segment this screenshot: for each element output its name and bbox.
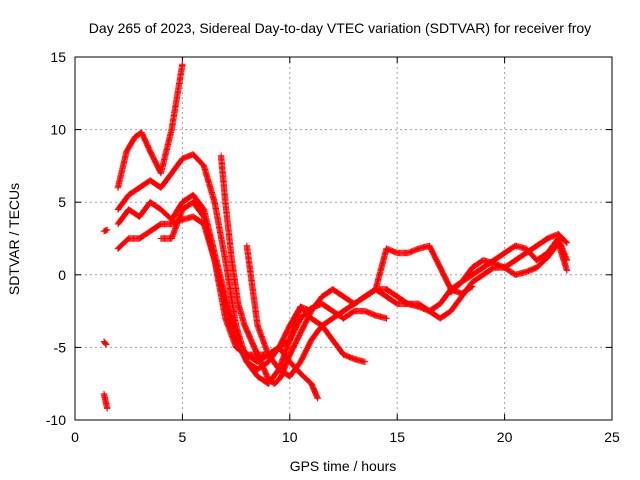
data-layer [100, 61, 571, 412]
series-arc-c [100, 390, 111, 412]
y-tick-label: 0 [58, 267, 66, 283]
series-arc-a [100, 226, 111, 235]
data-points [114, 61, 186, 191]
tick-layer: 0 5 10 15 20 25 -10 -5 0 5 10 15 [46, 49, 620, 445]
x-tick-label: 15 [389, 429, 405, 445]
y-tick-label: -10 [46, 412, 66, 428]
series-arc-j [243, 230, 571, 380]
y-tick-label: 15 [50, 49, 66, 65]
y-tick-label: 10 [50, 122, 66, 138]
x-tick-label: 0 [71, 429, 79, 445]
series-arc-h [157, 199, 390, 358]
plot-frame [74, 56, 613, 421]
x-tick-label: 10 [282, 429, 298, 445]
data-points [100, 338, 110, 348]
data-points [243, 230, 571, 380]
x-tick-label: 20 [497, 429, 513, 445]
y-tick-label: -5 [54, 339, 67, 355]
data-points [217, 152, 476, 387]
data-points [447, 239, 571, 296]
series-arc-l [447, 239, 571, 296]
series-arc-i [217, 152, 476, 387]
chart-title: Day 265 of 2023, Sidereal Day-to-day VTE… [89, 20, 591, 36]
x-tick-label: 5 [179, 429, 187, 445]
grid-layer [75, 57, 612, 420]
data-points [157, 199, 390, 358]
data-points [100, 226, 111, 235]
y-axis-label: SDTVAR / TECUs [6, 183, 22, 295]
y-tick-label: 5 [58, 194, 66, 210]
x-axis-label: GPS time / hours [290, 458, 397, 474]
series-arc-b [100, 338, 110, 348]
x-tick-label: 25 [604, 429, 620, 445]
series-arc-d [114, 61, 186, 191]
data-points [100, 390, 111, 412]
